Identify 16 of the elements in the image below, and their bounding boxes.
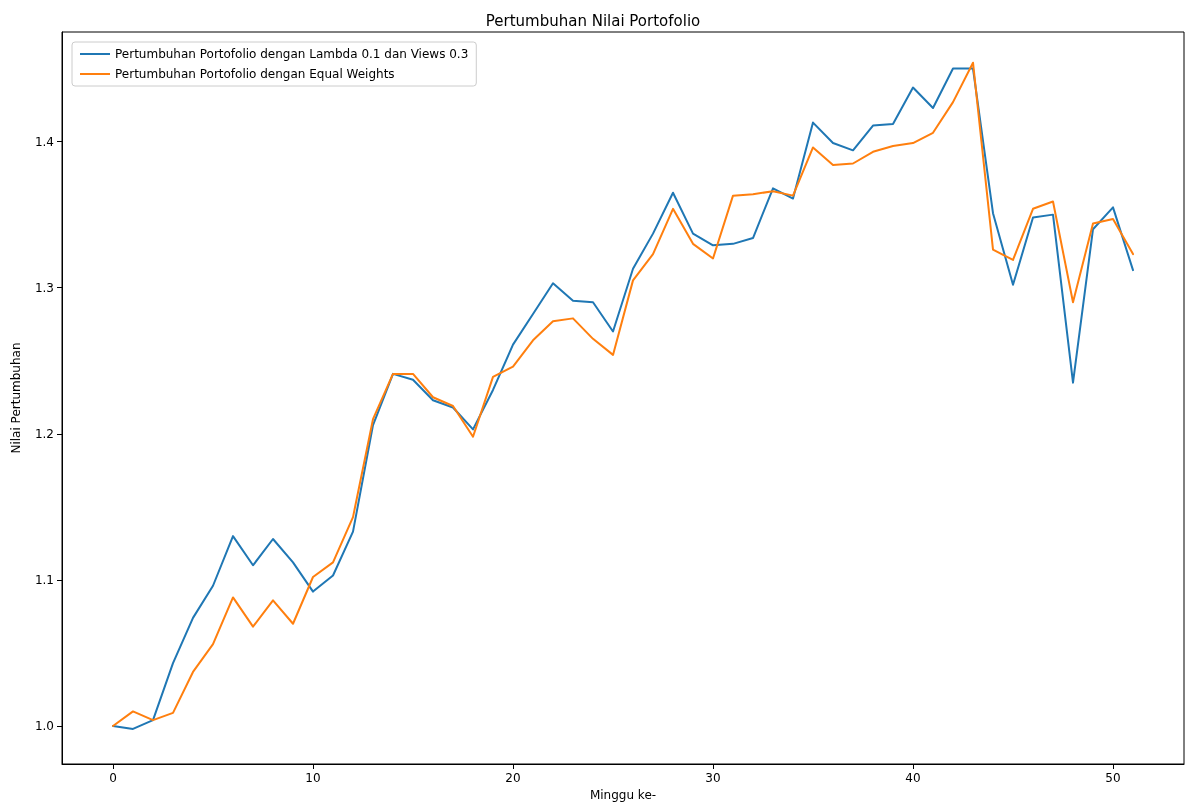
- x-tick-label: 50: [1105, 771, 1121, 785]
- y-tick-label: 1.3: [34, 280, 54, 295]
- legend-label: Pertumbuhan Portofolio dengan Lambda 0.1 dan Views 0.3: [115, 47, 469, 61]
- chart-title: Pertumbuhan Nilai Portofolio: [485, 11, 701, 30]
- x-tick-label: 40: [905, 771, 921, 785]
- y-tick-label: 1.0: [34, 719, 54, 734]
- x-axis-title: Minggu ke-: [589, 788, 657, 802]
- y-tick-label: 1.4: [34, 134, 54, 149]
- legend-label: Pertumbuhan Portofolio dengan Equal Weights: [115, 67, 395, 81]
- y-tick-label: 1.2: [34, 426, 54, 441]
- x-tick-label: 20: [505, 771, 521, 785]
- x-tick-label: 0: [109, 771, 117, 785]
- y-tick-label: 1.1: [34, 572, 54, 587]
- x-tick-label: 30: [705, 771, 721, 785]
- x-tick-label: 10: [305, 771, 321, 785]
- y-axis-title: Nilai Pertumbuhan: [9, 342, 23, 454]
